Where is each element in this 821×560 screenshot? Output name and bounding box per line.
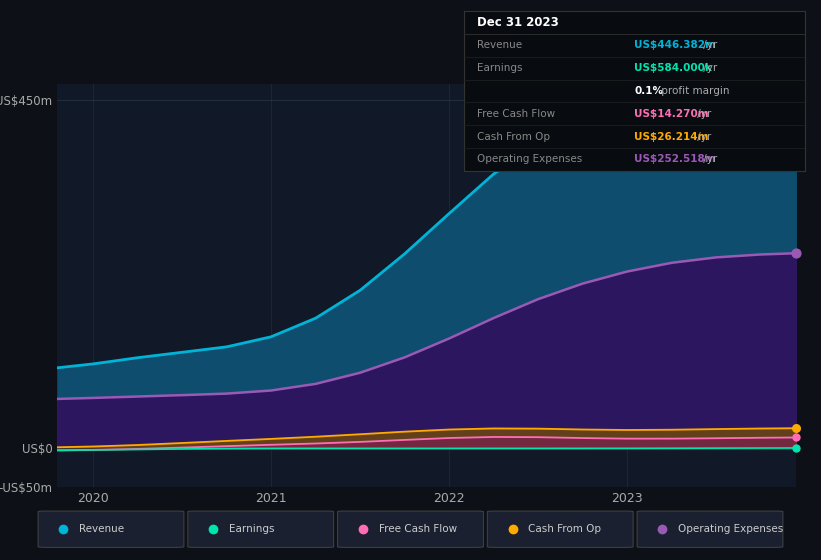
Text: Dec 31 2023: Dec 31 2023 (478, 16, 559, 29)
FancyBboxPatch shape (38, 511, 184, 547)
Text: Revenue: Revenue (478, 40, 523, 50)
Text: Earnings: Earnings (478, 63, 523, 73)
FancyBboxPatch shape (637, 511, 783, 547)
Text: Free Cash Flow: Free Cash Flow (478, 109, 556, 119)
Point (790, 424, 803, 433)
Point (790, 99, 803, 108)
Text: US$252.518m: US$252.518m (635, 155, 716, 165)
Point (790, 444, 803, 452)
FancyBboxPatch shape (188, 511, 333, 547)
Point (790, 249, 803, 258)
Text: profit margin: profit margin (658, 86, 730, 96)
Text: Cash From Op: Cash From Op (529, 524, 601, 534)
FancyBboxPatch shape (337, 511, 484, 547)
Text: /yr: /yr (699, 155, 717, 165)
Text: Cash From Op: Cash From Op (478, 132, 551, 142)
Point (790, 433, 803, 442)
Text: US$446.382m: US$446.382m (635, 40, 716, 50)
Text: /yr: /yr (694, 132, 711, 142)
Text: /yr: /yr (699, 40, 717, 50)
Text: 0.1%: 0.1% (635, 86, 663, 96)
Text: Earnings: Earnings (229, 524, 274, 534)
Text: US$584.000k: US$584.000k (635, 63, 712, 73)
Text: /yr: /yr (694, 109, 711, 119)
Text: US$26.214m: US$26.214m (635, 132, 709, 142)
Text: Free Cash Flow: Free Cash Flow (378, 524, 456, 534)
Text: Revenue: Revenue (79, 524, 124, 534)
Text: US$14.270m: US$14.270m (635, 109, 709, 119)
Text: /yr: /yr (699, 63, 717, 73)
Text: Operating Expenses: Operating Expenses (478, 155, 583, 165)
FancyBboxPatch shape (488, 511, 633, 547)
Text: Operating Expenses: Operating Expenses (678, 524, 783, 534)
